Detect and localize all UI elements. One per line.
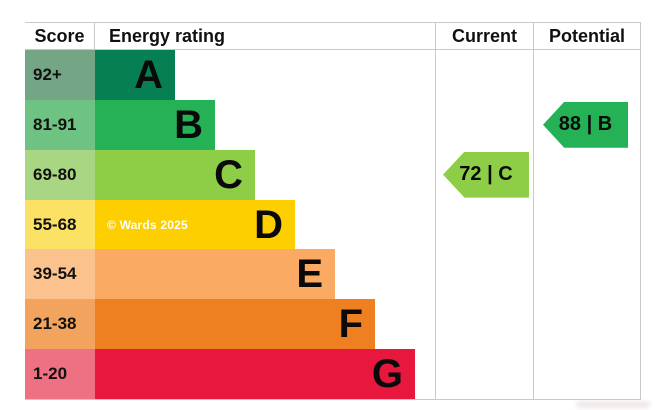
rating-bar-c: C xyxy=(95,149,255,200)
score-range-e: 39-54 xyxy=(25,249,95,300)
current-cell-f xyxy=(435,299,533,350)
band-zone-e: E xyxy=(95,249,435,300)
rating-bar-e: E xyxy=(95,249,335,300)
rating-row-c: 69-80 C 72 | C xyxy=(25,149,640,200)
potential-cell-d xyxy=(533,199,640,250)
potential-cell-a xyxy=(533,50,640,100)
rating-rows: 92+ A 81-91 B xyxy=(25,50,640,400)
potential-column-header: Potential xyxy=(533,23,640,49)
band-letter-f: F xyxy=(338,302,363,347)
current-cell-a xyxy=(435,50,533,100)
potential-cell-b: 88 | B xyxy=(533,99,640,150)
current-cell-c: 72 | C xyxy=(435,149,533,200)
band-letter-c: C xyxy=(214,152,243,197)
rating-bar-d: © Wards 2025 D xyxy=(95,199,295,250)
rating-row-f: 21-38 F xyxy=(25,299,640,350)
rating-bar-b: B xyxy=(95,99,215,150)
current-cell-e xyxy=(435,249,533,300)
score-range-d: 55-68 xyxy=(25,199,95,250)
current-cell-b xyxy=(435,99,533,150)
current-rating-label: 72 | C xyxy=(459,163,513,186)
table-header-row: Score Energy rating Current Potential xyxy=(25,23,640,50)
potential-cell-f xyxy=(533,299,640,350)
rating-row-e: 39-54 E xyxy=(25,249,640,300)
current-cell-g xyxy=(435,349,533,400)
score-range-g: 1-20 xyxy=(25,349,95,400)
score-range-f: 21-38 xyxy=(25,299,95,350)
rating-bar-a: A xyxy=(95,50,175,100)
band-letter-d: D xyxy=(254,202,283,247)
rating-row-a: 92+ A xyxy=(25,50,640,100)
current-column-header: Current xyxy=(435,23,533,49)
band-zone-c: C xyxy=(95,149,435,200)
potential-cell-c xyxy=(533,149,640,200)
band-letter-g: G xyxy=(371,352,403,397)
potential-cell-g xyxy=(533,349,640,400)
band-zone-d: © Wards 2025 D xyxy=(95,199,435,250)
rating-row-b: 81-91 B 88 | B xyxy=(25,99,640,150)
score-range-a: 92+ xyxy=(25,50,95,100)
band-zone-g: G xyxy=(95,349,435,400)
wards-watermark: © Wards 2025 xyxy=(107,217,188,232)
potential-rating-label: 88 | B xyxy=(558,113,613,136)
band-letter-e: E xyxy=(296,252,323,297)
score-range-c: 69-80 xyxy=(25,149,95,200)
band-letter-b: B xyxy=(174,102,203,147)
current-rating-arrow: 72 | C xyxy=(443,151,529,198)
faint-corner-watermark xyxy=(576,401,650,408)
potential-rating-arrow: 88 | B xyxy=(543,101,628,148)
rating-bar-g: G xyxy=(95,349,415,400)
rating-bar-f: F xyxy=(95,299,375,350)
band-letter-a: A xyxy=(134,52,163,97)
band-zone-a: A xyxy=(95,50,435,100)
rating-row-g: 1-20 G xyxy=(25,349,640,400)
band-zone-b: B xyxy=(95,99,435,150)
score-range-b: 81-91 xyxy=(25,99,95,150)
rating-row-d: 55-68 © Wards 2025 D xyxy=(25,199,640,250)
score-column-header: Score xyxy=(25,23,95,49)
current-cell-d xyxy=(435,199,533,250)
potential-cell-e xyxy=(533,249,640,300)
band-zone-f: F xyxy=(95,299,435,350)
epc-table: Score Energy rating Current Potential 92… xyxy=(25,22,641,400)
energy-rating-column-header: Energy rating xyxy=(109,25,226,46)
